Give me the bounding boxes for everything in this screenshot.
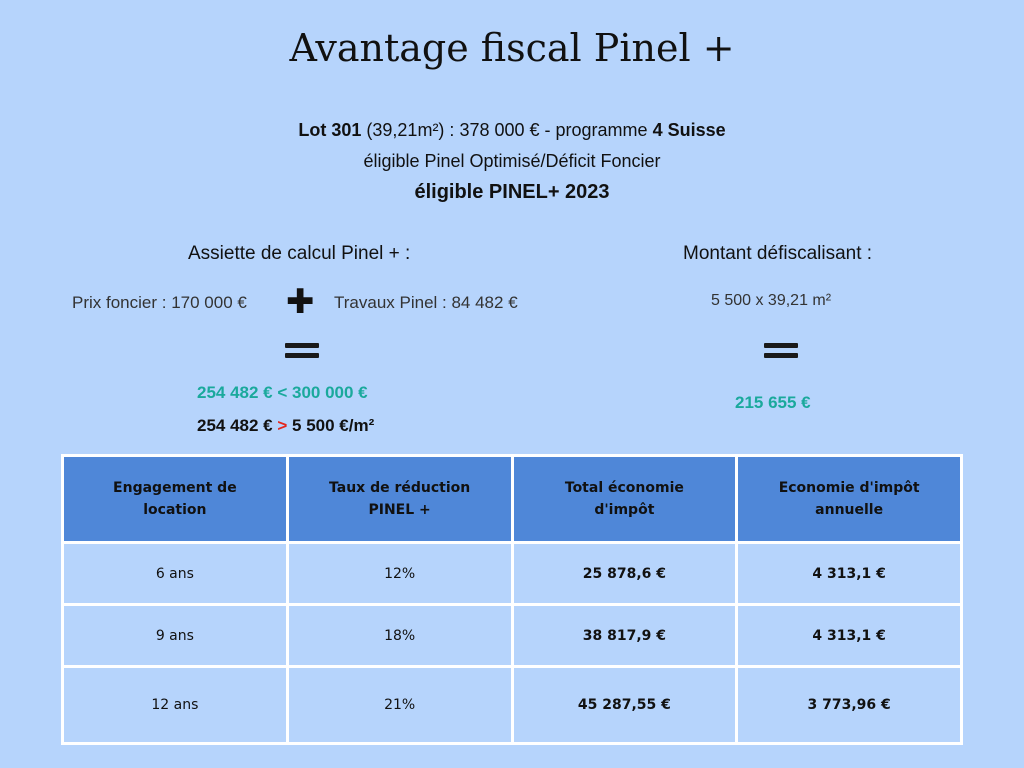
prix-foncier: Prix foncier : 170 000 €: [72, 293, 247, 312]
montant-heading: Montant défiscalisant :: [683, 243, 873, 264]
table-row: 12 ans 21% 45 287,55 € 3 773,96 €: [61, 665, 963, 745]
cell-total: 45 287,55 €: [510, 665, 739, 745]
lot-prix: 378 000 € - programme: [459, 120, 648, 140]
lot-summary: Lot 301 (39,21m²) : 378 000 € - programm…: [0, 120, 1024, 141]
montant-result: 215 655 €: [735, 393, 811, 412]
cell-taux: 12%: [285, 541, 514, 606]
cell-taux: 18%: [285, 603, 514, 668]
cell-annuelle: 4 313,1 €: [735, 541, 963, 606]
header-taux: Taux de réduction PINEL +: [285, 454, 514, 544]
table-row: 9 ans 18% 38 817,9 € 4 313,1 €: [61, 603, 963, 668]
lot-label: Lot 301: [298, 120, 362, 140]
assiette-result-m2: 254 482 € > 5 500 €/m²: [197, 416, 374, 436]
cell-engagement: 6 ans: [61, 541, 289, 606]
cell-annuelle: 4 313,1 €: [735, 603, 963, 668]
reduction-table: Engagement de location Taux de réduction…: [61, 454, 963, 745]
eligibilite-pinel-plus: éligible PINEL+ 2023: [414, 181, 610, 203]
assiette-result-plafond: 254 482 € < 300 000 €: [197, 383, 368, 402]
header-total: Total économie d'impôt: [510, 454, 739, 544]
plus-icon: ✚: [286, 283, 315, 321]
greater-than-sign: >: [277, 416, 288, 435]
cell-total: 38 817,9 €: [510, 603, 739, 668]
programme-name: 4 Suisse: [652, 120, 726, 140]
travaux-pinel: Travaux Pinel : 84 482 €: [334, 293, 518, 312]
header-annuelle: Economie d'impôt annuelle: [735, 454, 963, 544]
cell-taux: 21%: [285, 665, 514, 745]
header-engagement: Engagement de location: [61, 454, 289, 544]
table-header-row: Engagement de location Taux de réduction…: [61, 454, 963, 544]
montant-formule: 5 500 x 39,21 m²: [711, 292, 832, 309]
assiette-heading: Assiette de calcul Pinel + :: [188, 243, 411, 264]
cell-engagement: 12 ans: [61, 665, 289, 745]
assiette-value: 254 482 €: [197, 416, 273, 435]
cell-annuelle: 3 773,96 €: [735, 665, 963, 745]
lot-surface: (39,21m²) :: [366, 120, 455, 140]
table-row: 6 ans 12% 25 878,6 € 4 313,1 €: [61, 541, 963, 606]
page-title: Avantage fiscal Pinel +: [289, 26, 735, 70]
eligibilite-pinel-optimise: éligible Pinel Optimisé/Déficit Foncier: [363, 151, 661, 171]
plafond-m2: 5 500 €/m²: [292, 416, 375, 435]
cell-total: 25 878,6 €: [510, 541, 739, 606]
equals-icon: [285, 341, 319, 361]
equals-icon: [764, 341, 798, 361]
cell-engagement: 9 ans: [61, 603, 289, 668]
